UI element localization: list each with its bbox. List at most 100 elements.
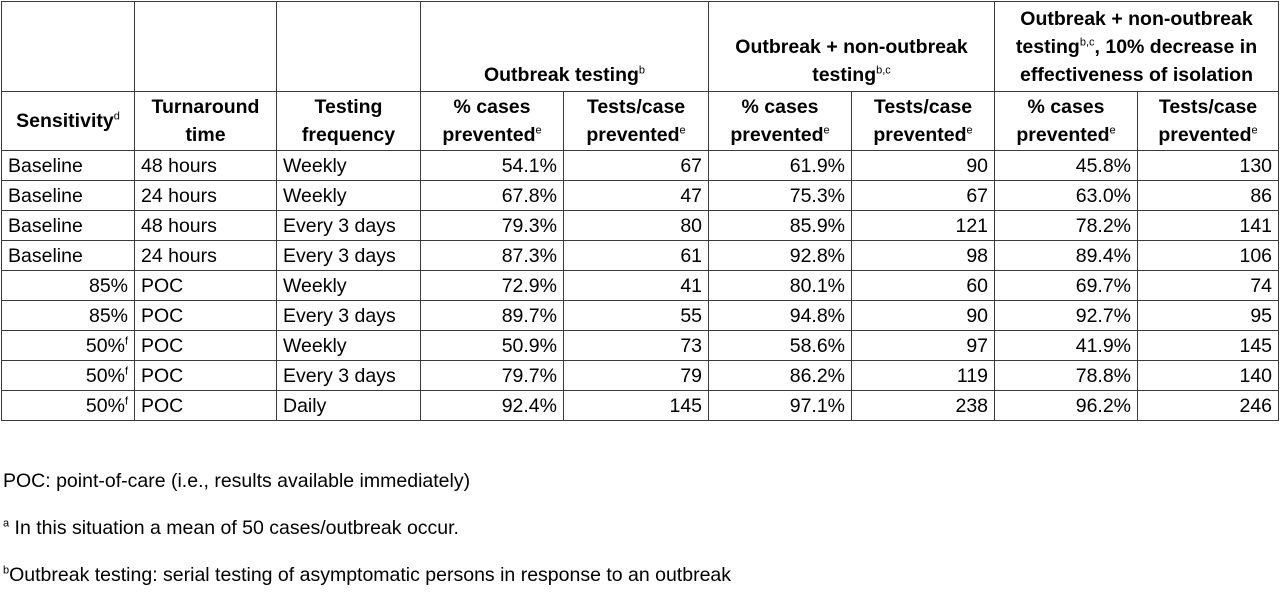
cell-sensitivity: 50%f [1,330,135,361]
table-row: 85% POC Weekly 72.9% 41 80.1% 60 69.7% 7… [1,270,1280,301]
cell-outbreak-non-pct: 61.9% [708,150,853,181]
table-row: Baseline 48 hours Weekly 54.1% 67 61.9% … [1,150,1280,181]
cell-isolation-pct: 78.8% [994,360,1139,391]
table-row: Baseline 24 hours Every 3 days 87.3% 61 … [1,240,1280,271]
cell-outbreak-tests: 80 [562,210,710,241]
table-row: 50%f POC Daily 92.4% 145 97.1% 238 96.2%… [1,390,1280,421]
table-row: Baseline 48 hours Every 3 days 79.3% 80 … [1,210,1280,241]
empty-header-cell [276,1,421,92]
cell-outbreak-tests: 145 [562,390,710,421]
cell-outbreak-non-pct: 75.3% [708,180,853,211]
cell-frequency: Weekly [276,180,421,211]
table-row: 85% POC Every 3 days 89.7% 55 94.8% 90 9… [1,300,1280,331]
header-outbreak-pct-cases: % cases preventede [420,91,564,151]
cell-outbreak-pct: 79.3% [420,210,564,241]
header-sensitivity: Sensitivityd [1,91,135,151]
cell-turnaround: POC [134,390,277,421]
header-isolation-pct-cases: % cases preventede [994,91,1139,151]
cell-outbreak-pct: 89.7% [420,300,564,331]
cell-turnaround: POC [134,330,277,361]
cell-outbreak-non-pct: 94.8% [708,300,853,331]
cell-outbreak-non-tests: 121 [851,210,996,241]
cell-outbreak-non-tests: 67 [851,180,996,211]
cell-outbreak-pct: 87.3% [420,240,564,271]
cell-turnaround: 48 hours [134,210,277,241]
cell-outbreak-non-tests: 119 [851,360,996,391]
header-outbreak-tests-case: Tests/case preventede [562,91,710,151]
header-isolation-tests-case: Tests/case preventede [1137,91,1280,151]
cell-outbreak-non-tests: 90 [851,300,996,331]
cell-frequency: Every 3 days [276,240,421,271]
cell-turnaround: 24 hours [134,240,277,271]
cell-turnaround: 24 hours [134,180,277,211]
cell-outbreak-pct: 54.1% [420,150,564,181]
header-testing-frequency: Testing frequency [276,91,421,151]
cell-isolation-pct: 78.2% [994,210,1139,241]
header-outbreak-non-tests-case: Tests/case preventede [851,91,996,151]
footnote-b: bOutbreak testing: serial testing of asy… [3,564,732,586]
cell-outbreak-tests: 67 [562,150,710,181]
results-table: Outbreak testingb Outbreak + non-outbrea… [1,1,1280,421]
header-outbreak-non-pct-cases: % cases preventede [708,91,853,151]
cell-sensitivity: 85% [1,270,135,301]
cell-outbreak-tests: 73 [562,330,710,361]
cell-isolation-pct: 45.8% [994,150,1139,181]
cell-outbreak-non-tests: 98 [851,240,996,271]
column-header-row: Sensitivityd Turnaround time Testing fre… [1,91,1280,151]
cell-outbreak-non-pct: 92.8% [708,240,853,271]
cell-frequency: Every 3 days [276,300,421,331]
cell-isolation-tests: 141 [1137,210,1280,241]
cell-isolation-tests: 140 [1137,360,1280,391]
cell-frequency: Daily [276,390,421,421]
footnote-b-marker: b [3,564,10,577]
cell-turnaround: 48 hours [134,150,277,181]
cell-turnaround: POC [134,360,277,391]
cell-outbreak-non-pct: 85.9% [708,210,853,241]
cell-frequency: Every 3 days [276,210,421,241]
cell-isolation-tests: 86 [1137,180,1280,211]
cell-outbreak-pct: 72.9% [420,270,564,301]
cell-frequency: Every 3 days [276,360,421,391]
table-footnotes: POC: point-of-care (i.e., results availa… [3,469,731,610]
cell-outbreak-tests: 55 [562,300,710,331]
cell-isolation-tests: 130 [1137,150,1280,181]
footnote-poc: POC: point-of-care (i.e., results availa… [3,470,471,492]
cell-sensitivity: 85% [1,300,135,331]
cell-outbreak-non-tests: 238 [851,390,996,421]
cell-turnaround: POC [134,300,277,331]
cell-outbreak-pct: 92.4% [420,390,564,421]
cell-isolation-tests: 145 [1137,330,1280,361]
header-turnaround-time: Turnaround time [134,91,277,151]
cell-sensitivity: 50%f [1,390,135,421]
cell-isolation-tests: 246 [1137,390,1280,421]
cell-isolation-pct: 92.7% [994,300,1139,331]
cell-isolation-pct: 96.2% [994,390,1139,421]
cell-isolation-tests: 74 [1137,270,1280,301]
cell-outbreak-non-pct: 58.6% [708,330,853,361]
cell-outbreak-non-pct: 86.2% [708,360,853,391]
cell-outbreak-pct: 67.8% [420,180,564,211]
cell-outbreak-non-tests: 97 [851,330,996,361]
cell-frequency: Weekly [276,150,421,181]
group-header-outbreak-non-outbreak: Outbreak + non-outbreak testingb,c [708,1,996,92]
cell-outbreak-non-tests: 60 [851,270,996,301]
cell-sensitivity: Baseline [1,150,135,181]
empty-header-cell [1,1,135,92]
footnote-a-marker: a [3,517,10,530]
group-header-row: Outbreak testingb Outbreak + non-outbrea… [1,1,1280,92]
cell-outbreak-tests: 79 [562,360,710,391]
empty-header-cell [134,1,277,92]
cell-outbreak-tests: 61 [562,240,710,271]
cell-sensitivity: Baseline [1,240,135,271]
cell-sensitivity: Baseline [1,180,135,211]
cell-isolation-pct: 63.0% [994,180,1139,211]
cell-turnaround: POC [134,270,277,301]
cell-frequency: Weekly [276,270,421,301]
table-row: 50%f POC Every 3 days 79.7% 79 86.2% 119… [1,360,1280,391]
cell-frequency: Weekly [276,330,421,361]
cell-outbreak-tests: 41 [562,270,710,301]
cell-outbreak-non-pct: 97.1% [708,390,853,421]
cell-outbreak-non-pct: 80.1% [708,270,853,301]
table-row: 50%f POC Weekly 50.9% 73 58.6% 97 41.9% … [1,330,1280,361]
cell-isolation-tests: 95 [1137,300,1280,331]
